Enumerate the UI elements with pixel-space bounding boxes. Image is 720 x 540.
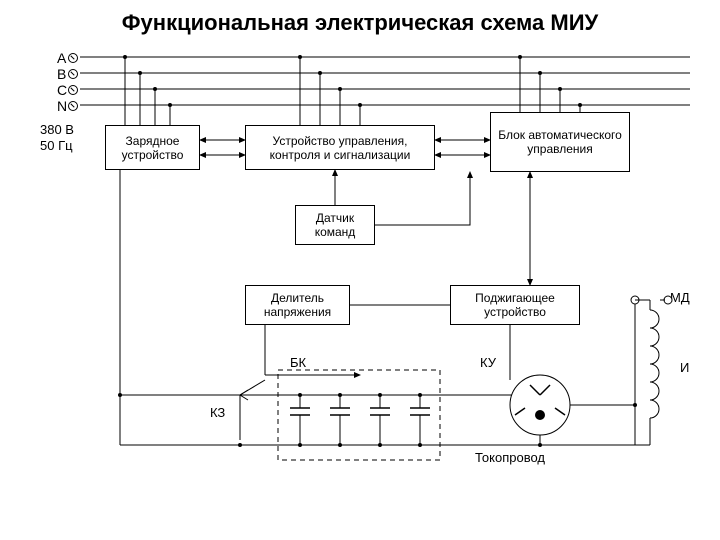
capacitor-4 xyxy=(410,395,430,445)
capacitor-1 xyxy=(290,395,310,445)
inductor-coils xyxy=(650,310,659,418)
capacitor-3 xyxy=(370,395,390,445)
wiring-svg xyxy=(0,0,720,540)
diagram-container: Функциональная электрическая схема МИУ A… xyxy=(0,0,720,540)
capacitor-2 xyxy=(330,395,350,445)
